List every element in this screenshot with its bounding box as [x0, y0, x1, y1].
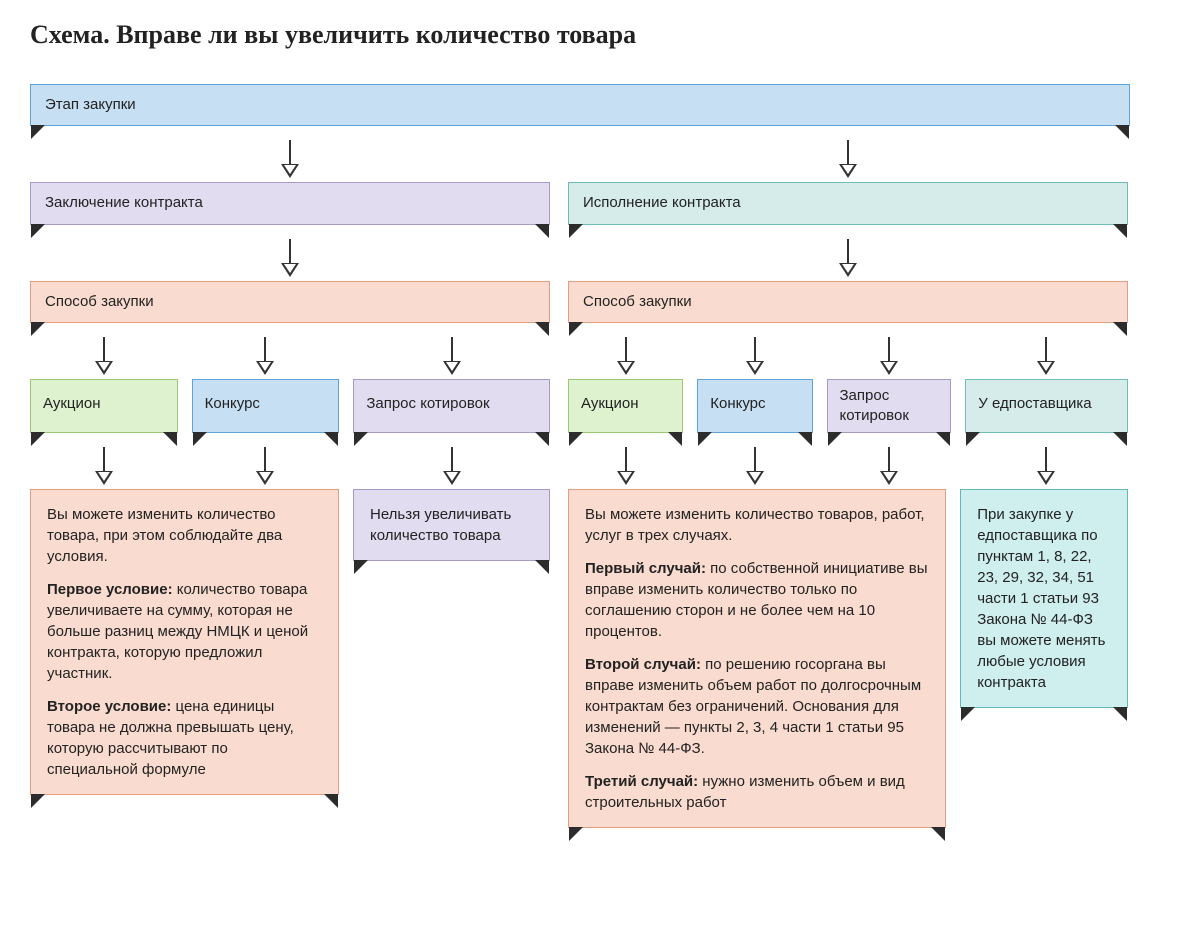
- node-label: Этап закупки: [45, 96, 136, 113]
- arrow-down-icon: [839, 239, 857, 277]
- arrow-row: [30, 447, 1130, 489]
- node-label: Способ закупки: [583, 293, 692, 310]
- detail-left-auction-contest: Вы можете изменить количество товара, пр…: [30, 489, 339, 795]
- arrow-row: [30, 239, 1130, 281]
- arrow-down-icon: [617, 447, 635, 485]
- detail-right-main: Вы можете изменить количество товаров, р…: [568, 489, 946, 828]
- detail-text: Третий случай: нужно изменить объем и ви…: [585, 771, 929, 813]
- arrow-down-icon: [880, 447, 898, 485]
- arrow-down-icon: [256, 447, 274, 485]
- detail-text: Второй случай: по решению госоргана вы в…: [585, 654, 929, 759]
- node-auction-right: Аукцион: [568, 379, 683, 434]
- node-contest-left: Конкурс: [192, 379, 340, 434]
- detail-text: Вы можете изменить количество товара, пр…: [47, 504, 322, 567]
- detail-text: При закупке у едпоставщика по пунктам 1,…: [977, 506, 1105, 691]
- flowchart: Этап закупки Заключение контракта Исполн…: [30, 84, 1130, 828]
- arrow-down-icon: [746, 447, 764, 485]
- node-single-supplier: У едпоставщика: [965, 379, 1128, 434]
- arrow-down-icon: [617, 337, 635, 375]
- node-label: Конкурс: [205, 395, 260, 412]
- arrow-down-icon: [443, 337, 461, 375]
- arrow-down-icon: [1037, 447, 1055, 485]
- arrow-down-icon: [256, 337, 274, 375]
- node-label: Исполнение контракта: [583, 194, 741, 211]
- detail-text: Первое условие: количество товара увелич…: [47, 579, 322, 684]
- node-label: Запрос: [840, 387, 890, 404]
- node-method-left: Способ закупки: [30, 281, 550, 323]
- arrow-down-icon: [95, 447, 113, 485]
- node-label: Запрос котировок: [366, 395, 489, 412]
- detail-text: Вы можете изменить количество товаров, р…: [585, 504, 929, 546]
- node-contract-sign: Заключение контракта: [30, 182, 550, 224]
- node-stage: Этап закупки: [30, 84, 1130, 126]
- node-label: Способ закупки: [45, 293, 154, 310]
- arrow-down-icon: [746, 337, 764, 375]
- bold-label: Первый случай:: [585, 560, 706, 577]
- page-title: Схема. Вправе ли вы увеличить количество…: [30, 20, 1159, 50]
- arrow-row: [30, 140, 1130, 182]
- detail-text: Нельзя увеличивать количество товара: [370, 506, 511, 544]
- node-label: У едпоставщика: [978, 395, 1091, 412]
- detail-right-single: При закупке у едпоставщика по пунктам 1,…: [960, 489, 1128, 708]
- bold-label: Третий случай:: [585, 773, 698, 790]
- node-rfq-right: Запрос котировок: [827, 379, 952, 434]
- node-auction-left: Аукцион: [30, 379, 178, 434]
- bold-label: Первое условие:: [47, 581, 173, 598]
- arrow-down-icon: [281, 140, 299, 178]
- arrow-down-icon: [95, 337, 113, 375]
- node-contest-right: Конкурс: [697, 379, 812, 434]
- node-rfq-left: Запрос котировок: [353, 379, 550, 434]
- node-label: котировок: [840, 407, 909, 424]
- arrow-down-icon: [1037, 337, 1055, 375]
- arrow-down-icon: [839, 140, 857, 178]
- detail-text: Первый случай: по собственной инициативе…: [585, 558, 929, 642]
- arrow-down-icon: [281, 239, 299, 277]
- node-contract-exec: Исполнение контракта: [568, 182, 1128, 224]
- node-label: Конкурс: [710, 395, 765, 412]
- arrow-down-icon: [880, 337, 898, 375]
- detail-left-rfq: Нельзя увеличивать количество товара: [353, 489, 550, 561]
- node-method-right: Способ закупки: [568, 281, 1128, 323]
- arrow-row: [30, 337, 1130, 379]
- bold-label: Второе условие:: [47, 698, 171, 715]
- arrow-down-icon: [443, 447, 461, 485]
- detail-text: Второе условие: цена единицы товара не д…: [47, 696, 322, 780]
- node-label: Аукцион: [581, 395, 639, 412]
- node-label: Заключение контракта: [45, 194, 203, 211]
- node-label: Аукцион: [43, 395, 101, 412]
- bold-label: Второй случай:: [585, 656, 701, 673]
